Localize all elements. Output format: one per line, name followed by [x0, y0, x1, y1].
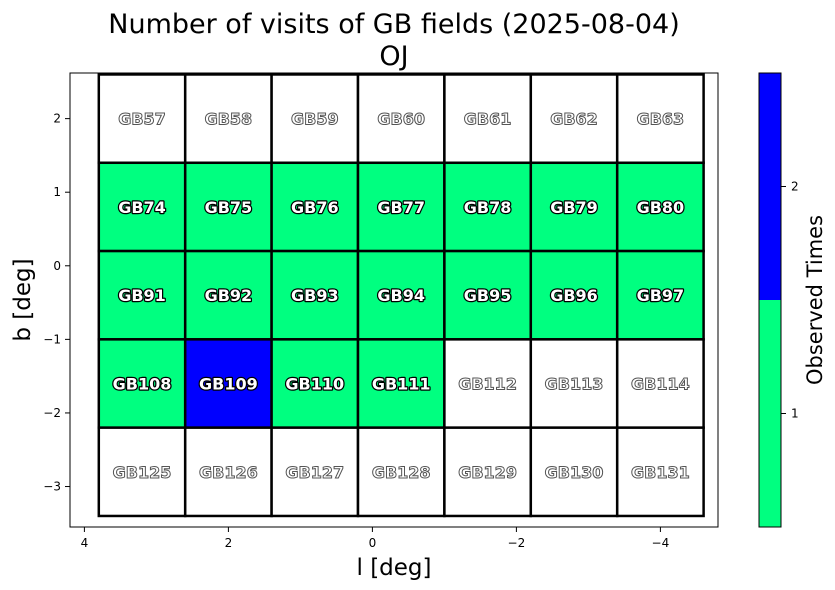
colorbar-label: Observed Times [803, 215, 827, 385]
field-label-gb126: GB126 [199, 463, 258, 482]
x-tick-label: −2 [508, 536, 526, 550]
field-cell-gb109 [183, 338, 273, 429]
colorbar-tick-label: 1 [791, 407, 799, 421]
field-label-gb75: GB75 [205, 198, 253, 217]
field-label-gb93: GB93 [291, 286, 339, 305]
field-label-gb97: GB97 [637, 286, 685, 305]
field-label-gb58: GB58 [205, 110, 253, 129]
y-axis-label: b [deg] [10, 258, 36, 341]
field-label-gb91: GB91 [118, 286, 166, 305]
chart-title: Number of visits of GB fields (2025-08-0… [108, 9, 679, 40]
y-tick-label: −2 [43, 406, 61, 420]
field-label-gb112: GB112 [458, 375, 517, 394]
field-label-gb92: GB92 [205, 286, 253, 305]
field-label-gb61: GB61 [464, 110, 512, 129]
colorbar-segment-1 [759, 300, 781, 527]
field-cell-gb78 [443, 161, 533, 253]
field-cell-gb62 [529, 73, 619, 165]
field-cell-gb97 [615, 249, 705, 341]
field-label-gb79: GB79 [550, 198, 598, 217]
field-label-gb129: GB129 [458, 463, 517, 482]
field-label-gb76: GB76 [291, 198, 339, 217]
y-tick-label: −3 [43, 480, 61, 494]
field-label-gb80: GB80 [637, 198, 685, 217]
field-label-gb114: GB114 [631, 375, 690, 394]
colorbar-segment-2 [759, 73, 781, 300]
chart-subtitle: OJ [379, 41, 408, 72]
y-tick-label: 0 [53, 259, 61, 273]
field-label-gb108: GB108 [113, 375, 172, 394]
field-cell-gb95 [443, 249, 533, 341]
field-label-gb109: GB109 [199, 375, 258, 394]
plot-frame [69, 72, 719, 528]
field-cell-gb58 [183, 73, 273, 165]
colorbar-frame [758, 72, 782, 528]
field-cell-gb93 [270, 249, 360, 341]
field-cell-gb80 [615, 161, 705, 253]
field-cell-gb94 [356, 249, 446, 341]
plot-area: GB57 GB58 GB59 GB60 GB61 GB62 GB63 GB74 GB75 GB76… [43, 72, 719, 550]
y-tick-label: 2 [53, 112, 61, 126]
field-label-gb62: GB62 [550, 110, 598, 129]
field-cell-gb130 [529, 426, 619, 518]
field-label-gb127: GB127 [285, 463, 344, 482]
field-label-gb63: GB63 [637, 110, 685, 129]
field-label-gb95: GB95 [464, 286, 512, 305]
field-cell-gb108 [97, 338, 187, 429]
field-label-gb111: GB111 [372, 375, 431, 394]
field-label-gb96: GB96 [550, 286, 598, 305]
field-label-gb60: GB60 [377, 110, 425, 129]
field-label-gb130: GB130 [545, 463, 604, 482]
field-cell-gb131 [615, 426, 705, 518]
y-tick-label: −1 [43, 332, 61, 346]
colorbar-tick-label: 2 [791, 180, 799, 194]
x-tick-label: −4 [652, 536, 670, 550]
x-tick-label: 4 [81, 536, 89, 550]
field-cell-gb76 [270, 161, 360, 253]
field-label-gb74: GB74 [118, 198, 166, 217]
field-cell-gb113 [529, 338, 619, 429]
field-label-gb94: GB94 [377, 286, 425, 305]
field-cell-gb125 [97, 426, 187, 518]
field-label-gb131: GB131 [631, 463, 690, 482]
field-label-gb77: GB77 [377, 198, 425, 217]
field-cell-gb127 [270, 426, 360, 518]
x-axis-label: l [deg] [357, 555, 432, 581]
field-cell-gb57 [97, 73, 187, 165]
field-label-gb128: GB128 [372, 463, 431, 482]
field-cell-gb74 [97, 161, 187, 253]
field-label-gb125: GB125 [113, 463, 172, 482]
field-label-gb113: GB113 [545, 375, 604, 394]
colorbar: 12 [758, 72, 799, 528]
field-label-gb59: GB59 [291, 110, 339, 129]
x-tick-label: 2 [225, 536, 233, 550]
field-label-gb110: GB110 [285, 375, 344, 394]
field-label-gb78: GB78 [464, 198, 512, 217]
x-tick-label: 0 [369, 536, 377, 550]
field-label-gb57: GB57 [118, 110, 166, 129]
y-tick-label: 1 [53, 185, 61, 199]
field-cell-gb96 [529, 249, 619, 341]
field-cell-gb114 [615, 338, 705, 429]
field-cell-gb92 [183, 249, 273, 341]
